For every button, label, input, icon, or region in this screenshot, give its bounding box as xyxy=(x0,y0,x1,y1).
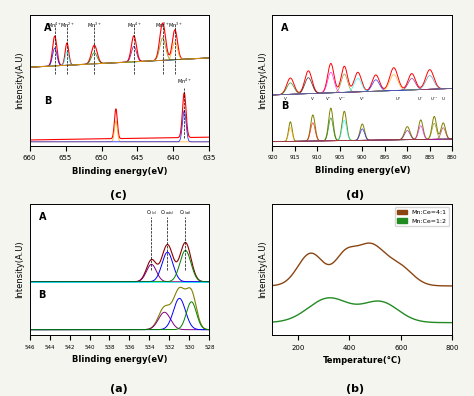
Y-axis label: Intensity(A.U): Intensity(A.U) xyxy=(15,241,24,299)
Y-axis label: Intensity(A.U): Intensity(A.U) xyxy=(258,51,267,109)
Text: Mn$^{2+}$: Mn$^{2+}$ xyxy=(155,21,170,30)
Y-axis label: Intensity(A.U): Intensity(A.U) xyxy=(258,241,267,299)
X-axis label: Blinding energy(eV): Blinding energy(eV) xyxy=(315,166,410,175)
Text: Mn$^{3+}$: Mn$^{3+}$ xyxy=(168,21,182,30)
Text: B: B xyxy=(282,101,289,111)
Text: U: U xyxy=(442,97,445,101)
Text: Mn$^{3+}$: Mn$^{3+}$ xyxy=(87,21,101,30)
Text: B: B xyxy=(38,290,46,300)
Text: A: A xyxy=(44,23,52,32)
Text: Mn$^{2+}$: Mn$^{2+}$ xyxy=(60,21,74,30)
Text: U’’: U’’ xyxy=(418,97,424,101)
Text: (c): (c) xyxy=(110,190,127,200)
Text: (b): (b) xyxy=(346,384,365,394)
Text: A: A xyxy=(38,212,46,222)
Text: Mn$^{4+}$: Mn$^{4+}$ xyxy=(127,21,141,30)
X-axis label: Blinding energy(eV): Blinding energy(eV) xyxy=(72,355,167,364)
Text: V’’: V’’ xyxy=(326,97,331,101)
Text: O$_{(ads)}$: O$_{(ads)}$ xyxy=(160,208,174,217)
Text: A: A xyxy=(282,23,289,32)
Text: V’: V’ xyxy=(311,97,315,101)
Legend: Mn:Ce=4:1, Mn:Ce=1:2: Mn:Ce=4:1, Mn:Ce=1:2 xyxy=(395,208,449,227)
X-axis label: Temperature(°C): Temperature(°C) xyxy=(323,356,402,365)
Text: V’’’: V’’’ xyxy=(339,97,346,101)
Text: U*: U* xyxy=(396,97,401,101)
Text: (d): (d) xyxy=(346,190,365,200)
X-axis label: Blinding energy(eV): Blinding energy(eV) xyxy=(72,167,167,176)
Y-axis label: Intensity(A.U): Intensity(A.U) xyxy=(15,51,24,109)
Text: Mn$^{4+}$: Mn$^{4+}$ xyxy=(47,21,62,30)
Text: V: V xyxy=(284,97,287,101)
Text: V*: V* xyxy=(360,97,365,101)
Text: O$_{(lv)}$: O$_{(lv)}$ xyxy=(146,208,157,217)
Text: Mn$^{4+}$: Mn$^{4+}$ xyxy=(177,76,191,86)
Text: B: B xyxy=(44,96,51,106)
Text: U’’’: U’’’ xyxy=(431,97,438,101)
Text: (a): (a) xyxy=(109,384,128,394)
Text: O$_{(lat)}$: O$_{(lat)}$ xyxy=(179,208,192,217)
